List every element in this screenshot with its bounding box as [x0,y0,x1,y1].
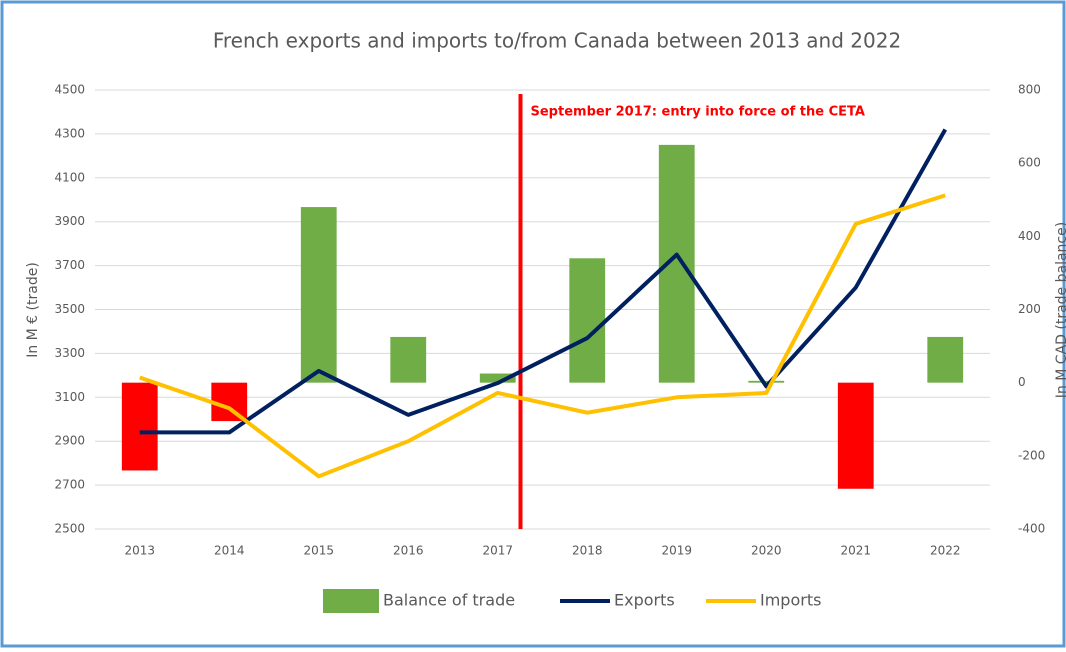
y-tick-label: 3500 [54,302,85,316]
y-tick-label: 4300 [54,126,85,140]
chart-title: French exports and imports to/from Canad… [213,29,901,53]
bar [927,336,964,383]
y2-tick-label: -200 [1018,448,1045,462]
bar [211,382,248,422]
y-tick-label: 3700 [54,258,85,272]
y2-axis-label: In M CAD (trade balance) [1054,222,1066,398]
x-tick-label: 2019 [661,544,692,558]
x-tick-label: 2016 [393,544,424,558]
y-tick-label: 2500 [54,522,85,536]
y-tick-label: 2900 [54,434,85,448]
x-tick-label: 2022 [930,544,961,558]
line [139,128,947,435]
x-tick-label: 2018 [572,544,603,558]
bar [748,380,785,383]
y2-tick-label: -400 [1018,522,1045,536]
y2-tick-label: 0 [1018,375,1026,389]
y-axis-label: In M € (trade) [25,262,41,358]
y-tick-label: 3100 [54,390,85,404]
x-tick-label: 2017 [482,544,513,558]
y2-tick-label: 200 [1018,302,1041,316]
legend-label: Exports [614,591,675,610]
bar [390,336,427,383]
line [139,193,946,479]
y-tick-label: 4500 [54,83,85,97]
x-tick-label: 2020 [751,544,782,558]
legend-label: Imports [760,591,821,610]
x-tick-label: 2014 [214,544,245,558]
y2-tick-label: 400 [1018,229,1041,243]
legend-label: Balance of trade [383,591,515,610]
x-tick-label: 2021 [840,544,871,558]
bar [837,382,874,489]
bar [569,258,606,383]
bar [300,207,337,383]
bar [121,382,158,471]
y2-tick-label: 800 [1018,83,1041,97]
x-tick-label: 2013 [124,544,155,558]
y-tick-label: 4100 [54,170,85,184]
y-tick-label: 3300 [54,346,85,360]
legend-swatch [323,589,379,613]
y2-tick-label: 600 [1018,156,1041,170]
annotation: September 2017: entry into force of the … [531,105,865,120]
x-tick-label: 2015 [303,544,334,558]
bar [479,373,516,383]
y-tick-label: 2700 [54,478,85,492]
y-tick-label: 3900 [54,214,85,228]
